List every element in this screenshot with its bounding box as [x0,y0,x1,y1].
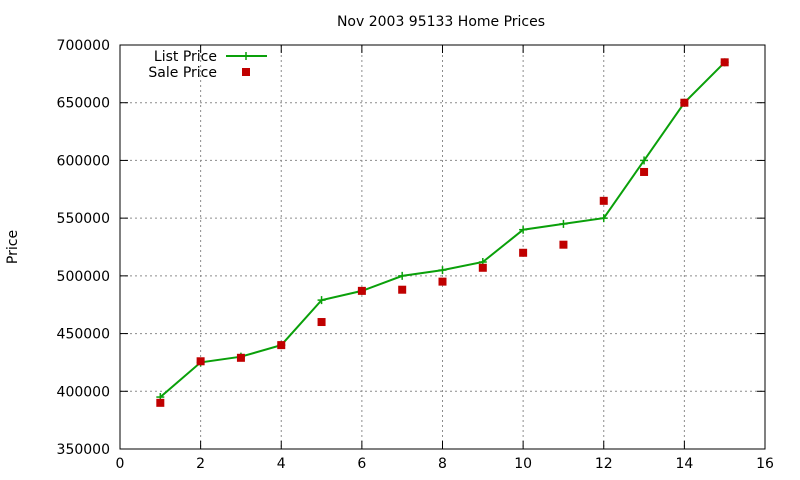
sale-price-point [317,318,326,327]
sale-price-point [156,398,165,407]
y-tick-label: 600000 [57,153,110,169]
sale-price-point [277,341,286,350]
y-tick-label: 400000 [57,384,110,400]
y-tick-label: 650000 [57,96,110,112]
sale-price-point [478,263,487,272]
sale-price-point [720,58,729,67]
sale-price-point [438,277,447,286]
sale-price-point [680,98,689,107]
x-tick-label: 4 [277,456,286,472]
axis-ticks: 0 2 4 6 8 10 12 14 16 350000 400000 450000 500000 550… [57,38,774,472]
x-tick-label: 6 [357,456,366,472]
list-price-point [398,271,407,280]
legend-label-sale-price: Sale Price [148,65,217,81]
y-tick-label: 350000 [57,442,110,458]
chart-title: Nov 2003 95133 Home Prices [337,14,545,30]
list-price-point [599,214,608,223]
series-layer [156,58,729,407]
x-tick-label: 2 [196,456,205,472]
x-tick-label: 12 [595,456,613,472]
sale-price-point [559,240,568,249]
sale-price-point [519,248,528,257]
sale-price-point [599,196,608,205]
legend-swatch-sale-price [242,68,250,76]
y-tick-label: 550000 [57,211,110,227]
y-tick-label: 450000 [57,327,110,343]
grid-lines [120,45,765,449]
list-price-point [640,156,649,165]
list-price-point [559,219,568,228]
list-price-point [317,296,326,305]
x-tick-label: 14 [675,456,693,472]
sale-price-point [196,357,205,366]
x-tick-label: 10 [514,456,532,472]
list-price-point [519,225,528,234]
y-axis-label: Price [5,230,21,264]
sale-price-point [357,286,366,295]
y-tick-label: 700000 [57,38,110,54]
y-tick-label: 500000 [57,269,110,285]
x-tick-label: 8 [438,456,447,472]
legend-marker-list-price [242,52,250,60]
sale-price-point [640,167,649,176]
sale-price-point [236,353,245,362]
list-price-point [438,266,447,275]
x-tick-label: 16 [756,456,774,472]
x-tick-label: 0 [116,456,125,472]
sale-price-point [398,285,407,294]
legend-label-list-price: List Price [154,49,217,65]
